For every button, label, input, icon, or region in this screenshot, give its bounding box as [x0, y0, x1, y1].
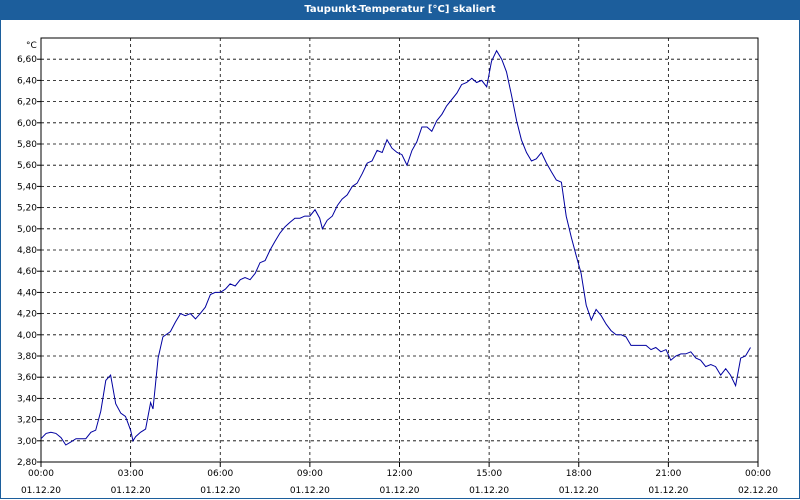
y-axis-unit-label: °C — [26, 41, 37, 51]
x-tick-label-date: 01.12.20 — [559, 486, 599, 496]
y-tick-label: 3,20 — [17, 416, 37, 426]
y-tick-label: 3,40 — [17, 394, 37, 404]
chart-title: Taupunkt-Temperatur [°C] skaliert — [0, 0, 800, 20]
x-tick-label-time: 18:00 — [566, 469, 592, 479]
x-tick-label-date: 01.12.20 — [111, 486, 151, 496]
x-tick-label-date: 01.12.20 — [290, 486, 330, 496]
y-tick-label: 4,20 — [17, 310, 37, 320]
y-tick-label: 3,80 — [17, 352, 37, 362]
x-tick-label-time: 00:00 — [28, 469, 54, 479]
x-tick-label-date: 01.12.20 — [379, 486, 419, 496]
x-tick-label-time: 15:00 — [476, 469, 502, 479]
y-tick-label: 6,00 — [17, 119, 37, 129]
x-tick-label-time: 09:00 — [297, 469, 323, 479]
x-tick-label-time: 06:00 — [207, 469, 233, 479]
y-tick-label: 5,00 — [17, 225, 37, 235]
y-tick-label: 5,20 — [17, 204, 37, 214]
y-tick-label: 5,40 — [17, 182, 37, 192]
y-tick-label: 3,60 — [17, 373, 37, 383]
x-tick-label-time: 21:00 — [655, 469, 681, 479]
y-tick-label: 6,60 — [17, 55, 37, 65]
x-tick-label-date: 02.12.20 — [738, 486, 778, 496]
plot-border — [40, 37, 759, 463]
y-tick-label: 5,80 — [17, 140, 37, 150]
x-tick-label-time: 00:00 — [745, 469, 771, 479]
y-tick-label: 5,60 — [17, 161, 37, 171]
x-tick-label-date: 01.12.20 — [200, 486, 240, 496]
x-tick-label-date: 01.12.20 — [21, 486, 61, 496]
x-tick-label-time: 03:00 — [118, 469, 144, 479]
series-line — [40, 49, 751, 446]
y-tick-label: 4,40 — [17, 288, 37, 298]
y-tick-label: 6,40 — [17, 76, 37, 86]
y-tick-label: 4,80 — [17, 246, 37, 256]
y-tick-label: 2,80 — [17, 458, 37, 468]
y-tick-label: 4,00 — [17, 331, 37, 341]
x-tick-label-date: 01.12.20 — [469, 486, 509, 496]
x-tick-label-date: 01.12.20 — [648, 486, 688, 496]
y-tick-label: 4,60 — [17, 267, 37, 277]
y-tick-label: 6,20 — [17, 98, 37, 108]
x-tick-label-time: 12:00 — [387, 469, 413, 479]
y-tick-label: 3,00 — [17, 437, 37, 447]
